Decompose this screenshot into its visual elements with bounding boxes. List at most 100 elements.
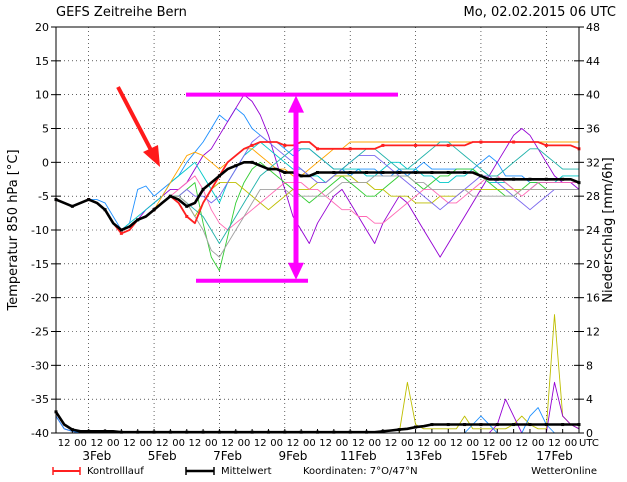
- temperature-series-line: [55, 175, 579, 258]
- temperature-series-point: [316, 147, 319, 151]
- temperature-series-point: [250, 160, 254, 164]
- right-tick-label: 48: [586, 21, 600, 34]
- temperature-series-point: [217, 174, 221, 178]
- hour-tick-label: 00: [172, 438, 185, 449]
- temperature-series-point: [544, 177, 548, 181]
- temperature-series-point: [168, 194, 172, 198]
- temperature-series-point: [87, 198, 91, 202]
- precipitation-series-point: [495, 423, 499, 427]
- date-tick-label: 9Feb: [279, 449, 308, 463]
- temperature-series-point: [381, 143, 385, 147]
- hour-tick-label: 00: [270, 438, 283, 449]
- utc-label: UTC: [579, 438, 599, 449]
- hour-tick-label: 00: [74, 438, 87, 449]
- precipitation-series-point: [544, 423, 548, 427]
- hour-tick-label: 00: [205, 438, 218, 449]
- hour-tick-label: 12: [352, 438, 365, 449]
- right-tick-label: 8: [586, 359, 593, 372]
- temperature-series-point: [119, 231, 123, 235]
- temperature-series-point: [234, 164, 238, 168]
- right-tick-label: 4: [586, 393, 593, 406]
- hour-tick-label: 12: [417, 438, 430, 449]
- left-tick-label: -10: [31, 224, 49, 237]
- temperature-series-point: [136, 218, 140, 222]
- hour-tick-label: 00: [532, 438, 545, 449]
- right-tick-label: 32: [586, 156, 600, 169]
- date-tick-label: 3Feb: [82, 449, 111, 463]
- hour-tick-label: 00: [466, 438, 479, 449]
- left-tick-label: -25: [31, 326, 49, 339]
- temperature-series-point: [316, 170, 319, 174]
- temperature-series-point: [479, 140, 483, 144]
- precipitation-series-point: [561, 423, 565, 427]
- temperature-series-point: [512, 140, 516, 144]
- hour-tick-label: 12: [385, 438, 398, 449]
- temperature-series-point: [512, 177, 516, 181]
- temperature-series-point: [479, 174, 483, 178]
- hour-tick-label: 12: [58, 438, 71, 449]
- temperature-series-point: [397, 170, 401, 174]
- left-tick-label: 5: [42, 123, 49, 136]
- right-tick-label: 40: [586, 89, 600, 102]
- temperature-series-line: [55, 107, 579, 231]
- right-tick-label: 28: [586, 190, 600, 203]
- right-axis-label: Niederschlag [mm/6h]: [601, 157, 616, 302]
- date-tick-label: 11Feb: [340, 449, 377, 463]
- left-tick-label: 15: [35, 55, 49, 68]
- right-tick-label: 0: [586, 427, 593, 440]
- annotation-down-arrowhead: [288, 262, 304, 280]
- precipitation-series-point: [479, 423, 483, 427]
- right-tick-label: 36: [586, 123, 600, 136]
- hour-tick-label: 12: [123, 438, 136, 449]
- temperature-series-point: [348, 147, 352, 151]
- hour-tick-label: 00: [434, 438, 447, 449]
- left-tick-label: -5: [38, 190, 49, 203]
- hour-tick-label: 12: [287, 438, 300, 449]
- right-tick-label: 24: [586, 224, 600, 237]
- right-tick-label: 16: [586, 292, 600, 305]
- hour-tick-label: 12: [90, 438, 103, 449]
- hour-tick-label: 00: [336, 438, 349, 449]
- bottom-axis-ticks: 12 00 12 00 12 00 12 00 12 00 12 00 12 00 12 00 12 00 12 00…: [58, 429, 580, 463]
- temperature-series-point: [70, 204, 74, 208]
- temperature-series-point: [414, 143, 418, 147]
- temperature-series-point: [283, 143, 287, 147]
- left-tick-label: 0: [42, 156, 49, 169]
- hour-tick-label: 00: [107, 438, 120, 449]
- temperature-series-point: [152, 208, 156, 212]
- temperature-series-point: [414, 170, 418, 174]
- precipitation-series-point: [446, 423, 450, 427]
- hour-tick-label: 00: [368, 438, 381, 449]
- hour-tick-label: 00: [303, 438, 316, 449]
- temperature-series-point: [463, 170, 467, 174]
- temperature-series-point: [201, 187, 205, 191]
- temperature-series-point: [103, 208, 107, 212]
- left-axis-label: Temperatur 850 hPa [°C]: [6, 149, 21, 311]
- left-axis-ticks: 20 15 10 5 0 -5 -10 -15 -20 -25 -30 -35 -40: [31, 21, 61, 440]
- chart-title: GEFS Zeitreihe Bern: [56, 5, 187, 20]
- date-tick-label: 7Feb: [213, 449, 242, 463]
- precipitation-series-point: [430, 423, 434, 427]
- series-layer: [54, 94, 581, 434]
- hour-tick-label: 12: [450, 438, 463, 449]
- precipitation-series-point: [463, 423, 467, 427]
- brand-label: WetterOnline: [531, 466, 597, 477]
- left-tick-label: -15: [31, 258, 49, 271]
- left-tick-label: -40: [31, 427, 49, 440]
- precipitation-series-point: [528, 423, 532, 427]
- left-tick-label: -30: [31, 359, 49, 372]
- annotation-layer: [116, 86, 398, 283]
- precipitation-series-point: [414, 425, 418, 429]
- hour-tick-label: 12: [548, 438, 561, 449]
- left-tick-label: -35: [31, 393, 49, 406]
- run-time: Mo, 02.02.2015 06 UTC: [464, 5, 616, 20]
- precipitation-series-point: [512, 423, 516, 427]
- grid: [56, 26, 579, 434]
- annotation-red-arrow-shaft: [116, 86, 154, 153]
- temperature-series-point: [381, 170, 385, 174]
- hour-tick-label: 12: [156, 438, 169, 449]
- hour-tick-label: 12: [319, 438, 332, 449]
- left-tick-label: 20: [35, 21, 49, 34]
